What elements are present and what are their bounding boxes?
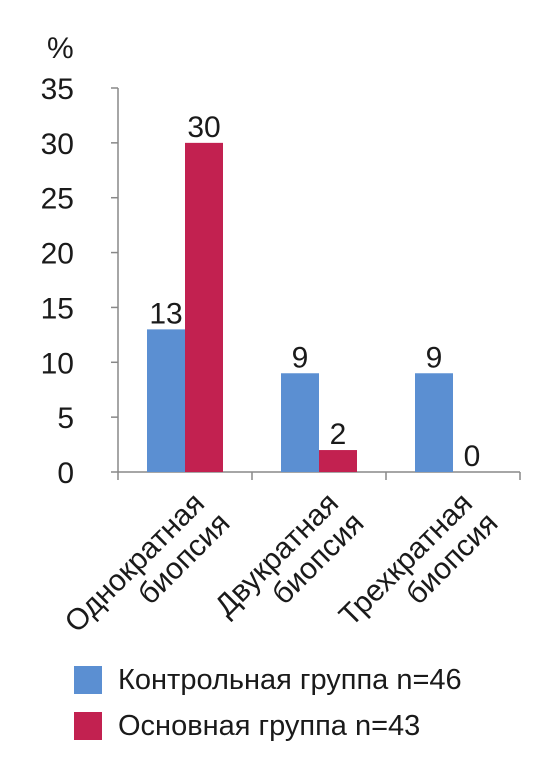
- data-label-series-1-cat-1: 2: [330, 418, 347, 451]
- bar-series-1-cat-0: [185, 142, 223, 472]
- legend-swatch-main: [74, 712, 102, 740]
- legend-item-main: Основная группа n=43: [74, 703, 462, 749]
- legend-item-control: Контрольная группа n=46: [74, 657, 462, 703]
- data-label-series-1-cat-0: 30: [187, 111, 220, 144]
- y-tick-label: 35: [41, 73, 74, 106]
- x-axis-ticks: [117, 472, 521, 480]
- data-labels: 13 9 9 30 2 0: [149, 111, 480, 473]
- data-label-series-0-cat-2: 9: [426, 341, 443, 374]
- legend: Контрольная группа n=46 Основная группа …: [74, 657, 462, 749]
- data-label-series-0-cat-1: 9: [292, 341, 309, 374]
- y-tick-label: 15: [41, 292, 74, 325]
- legend-label-main: Основная группа n=43: [118, 709, 421, 742]
- bar-series-0-cat-1: [281, 373, 319, 472]
- y-tick-label: 10: [41, 347, 74, 380]
- data-label-series-1-cat-2: 0: [464, 440, 481, 473]
- y-tick-label: 0: [57, 457, 74, 490]
- y-tick-label: 20: [41, 238, 74, 271]
- legend-swatch-control: [74, 666, 102, 694]
- y-axis-ticks: 0 5 10 15 20 25 30 35: [41, 73, 118, 490]
- data-label-series-0-cat-0: 13: [149, 297, 182, 330]
- bar-series-1-cat-1: [319, 450, 357, 472]
- y-axis-label: %: [47, 32, 74, 65]
- y-tick-label: 5: [57, 402, 74, 435]
- bar-series-0-cat-2: [415, 373, 453, 472]
- category-labels: ОднократнаябиопсияДвукратнаябиопсияТрехк…: [59, 487, 505, 639]
- bars: [147, 142, 453, 472]
- y-tick-label: 25: [41, 183, 74, 216]
- legend-label-control: Контрольная группа n=46: [118, 663, 462, 696]
- bar-series-0-cat-0: [147, 329, 185, 472]
- y-tick-label: 30: [41, 128, 74, 161]
